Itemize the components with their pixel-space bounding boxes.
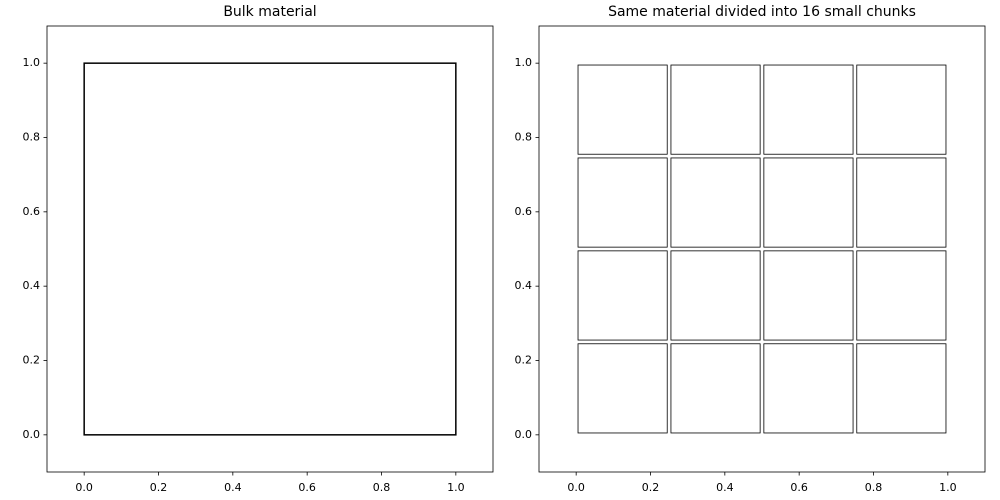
y-tick-label: 0.8: [515, 131, 533, 144]
y-tick-label: 0.2: [23, 354, 41, 367]
chunk: [577, 343, 668, 434]
chunk: [763, 250, 854, 341]
chunk: [577, 64, 668, 155]
x-tick-label: 0.6: [298, 481, 316, 494]
x-tick-label: 1.0: [939, 481, 957, 494]
y-tick-label: 1.0: [515, 56, 533, 69]
chunk: [670, 64, 761, 155]
chunk: [856, 343, 947, 434]
x-tick-label: 0.2: [150, 481, 168, 494]
x-tick-label: 0.8: [865, 481, 883, 494]
chunk: [763, 64, 854, 155]
chart-title: Same material divided into 16 small chun…: [608, 4, 916, 20]
y-tick-label: 0.0: [515, 428, 533, 441]
x-tick-label: 0.0: [75, 481, 93, 494]
y-tick-label: 0.0: [23, 428, 41, 441]
y-tick-label: 0.4: [515, 279, 533, 292]
chart-title: Bulk material: [223, 4, 316, 20]
chunk: [670, 157, 761, 248]
chunk: [577, 250, 668, 341]
chunk: [670, 343, 761, 434]
x-tick-label: 0.0: [567, 481, 585, 494]
chunk: [763, 343, 854, 434]
chunk: [856, 157, 947, 248]
y-tick-label: 0.8: [23, 131, 41, 144]
x-tick-label: 0.4: [224, 481, 242, 494]
chunk: [670, 250, 761, 341]
chunk: [856, 250, 947, 341]
y-tick-label: 0.4: [23, 279, 41, 292]
y-tick-label: 1.0: [23, 56, 41, 69]
y-tick-label: 0.2: [515, 354, 533, 367]
x-tick-label: 0.8: [373, 481, 391, 494]
x-tick-label: 0.6: [790, 481, 808, 494]
chunk: [83, 62, 457, 436]
y-tick-label: 0.6: [23, 205, 41, 218]
chunk: [577, 157, 668, 248]
chunk: [856, 64, 947, 155]
x-tick-label: 0.2: [642, 481, 660, 494]
x-tick-label: 0.4: [716, 481, 734, 494]
y-tick-label: 0.6: [515, 205, 533, 218]
axes-frame: [46, 25, 494, 473]
chunk: [763, 157, 854, 248]
axes-frame: [538, 25, 986, 473]
x-tick-label: 1.0: [447, 481, 465, 494]
